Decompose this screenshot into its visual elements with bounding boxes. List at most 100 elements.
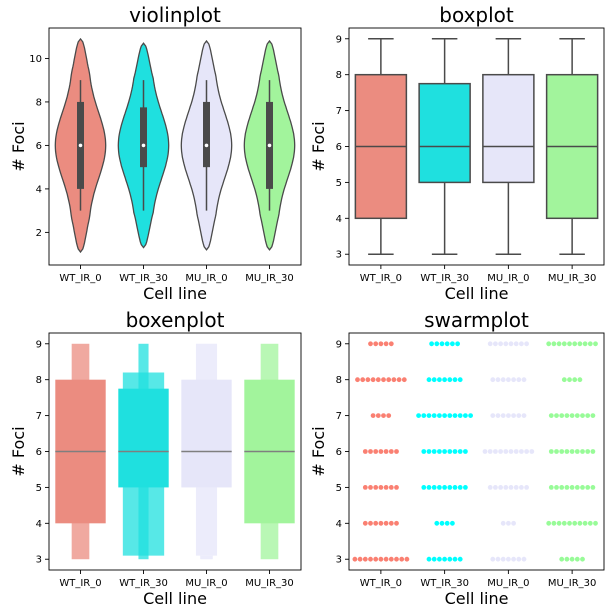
swarm-point-MU_IR_30 [585,485,591,490]
swarm-point-MU_IR_0 [511,413,516,418]
swarm-point-MU_IR_0 [506,520,511,526]
swarm-point-MU_IR_30 [548,413,554,418]
x-tick-label: MU_IR_30 [548,273,597,284]
x-tick-label: WT_IR_30 [119,273,168,284]
swarm-point-MU_IR_0 [487,449,493,454]
swarm-point-MU_IR_30 [551,341,557,347]
swarm-point-MU_IR_0 [524,449,529,454]
y-tick-label: 8 [336,375,342,386]
swarm-point-MU_IR_30 [564,556,570,562]
swarm-point-WT_IR_0 [383,449,389,454]
swarm-point-WT_IR_30 [431,377,437,383]
y-axis-label: # Foci [309,121,328,171]
boxen-box-WT_IR_30 [118,388,169,488]
x-tick-label: WT_IR_0 [59,273,101,284]
swarm-point-MU_IR_0 [500,377,506,383]
swarm-point-MU_IR_0 [503,341,509,347]
swarm-point-MU_IR_0 [513,449,519,454]
swarm-point-WT_IR_30 [447,485,453,490]
y-tick-label: 4 [36,519,42,530]
swarm-point-MU_IR_0 [508,341,514,347]
swarm-point-WT_IR_30 [429,341,434,347]
swarm-point-WT_IR_0 [378,449,384,454]
swarm-point-WT_IR_30 [437,413,442,418]
swarm-point-MU_IR_0 [506,377,511,383]
swarm-point-WT_IR_30 [421,413,427,418]
swarm-point-MU_IR_0 [508,449,514,454]
swarm-point-WT_IR_30 [452,556,458,562]
swarm-point-WT_IR_0 [373,341,379,347]
swarm-point-MU_IR_0 [511,556,516,562]
swarm-point-MU_IR_30 [561,520,567,526]
swarm-point-WT_IR_30 [457,485,463,490]
swarm-point-WT_IR_30 [457,413,463,418]
boxen-panel: 3 4 5 6 7 8 9 WT_IR_0 WT_IR_30 MU_IR_0 MU_IR_30 box… [9,308,302,608]
swarm-point-WT_IR_0 [386,413,392,418]
swarm-point-WT_IR_0 [394,449,399,454]
swarm-point-MU_IR_30 [567,341,572,347]
y-tick-label: 5 [336,483,342,494]
swarm-point-MU_IR_30 [574,556,580,562]
x-axis-label: Cell line [143,284,207,303]
swarm-point-WT_IR_30 [452,413,458,418]
chart-title: boxplot [439,3,514,27]
swarm-point-MU_IR_30 [559,413,565,418]
y-tick-label: 3 [336,250,342,261]
swarm-point-WT_IR_0 [388,341,394,347]
swarm-point-MU_IR_30 [551,520,557,526]
swarm-point-MU_IR_30 [590,449,596,454]
swarm-point-WT_IR_30 [452,377,458,383]
swarm-point-MU_IR_0 [529,449,535,454]
swarm-point-WT_IR_0 [381,377,386,383]
swarm-point-MU_IR_30 [580,556,585,562]
x-tick-label: WT_IR_0 [59,578,101,589]
swarm-point-WT_IR_0 [383,520,389,526]
swarm-point-WT_IR_0 [378,520,384,526]
y-tick-label: 8 [336,70,342,81]
swarm-point-WT_IR_30 [431,485,437,490]
swarm-point-MU_IR_0 [521,413,527,418]
x-tick-label: MU_IR_0 [487,578,529,589]
swarm-point-MU_IR_0 [506,556,511,562]
swarm-point-MU_IR_30 [582,341,588,347]
x-tick-label: WT_IR_0 [360,578,402,589]
x-tick-label: MU_IR_0 [487,273,529,284]
swarm-point-MU_IR_0 [516,556,522,562]
swarm-point-WT_IR_30 [442,377,447,383]
swarm-point-MU_IR_30 [572,377,578,383]
swarm-point-MU_IR_0 [519,341,524,347]
swarm-point-MU_IR_0 [495,377,501,383]
swarm-point-WT_IR_0 [362,556,368,562]
swarm-point-WT_IR_30 [434,341,440,347]
swarm-point-MU_IR_30 [548,449,554,454]
swarm-point-MU_IR_0 [487,485,493,490]
swarm-point-MU_IR_0 [500,413,506,418]
swarm-point-MU_IR_0 [482,449,488,454]
swarm-point-WT_IR_0 [368,449,373,454]
swarm-point-WT_IR_0 [352,556,358,562]
swarm-point-WT_IR_30 [421,485,427,490]
swarm-point-WT_IR_30 [457,556,463,562]
swarm-point-MU_IR_30 [580,449,585,454]
swarm-point-WT_IR_30 [437,556,442,562]
swarm-point-WT_IR_30 [463,485,468,490]
swarm-point-MU_IR_30 [569,485,575,490]
swarm-point-WT_IR_30 [437,449,442,454]
swarm-point-WT_IR_30 [457,377,463,383]
swarm-point-MU_IR_30 [574,449,580,454]
median-dot-WT_IR_30 [141,143,146,148]
swarm-point-MU_IR_0 [519,485,524,490]
swarm-point-WT_IR_30 [421,449,427,454]
y-tick-label: 9 [36,339,42,350]
swarm-point-MU_IR_30 [561,341,567,347]
swarm-point-WT_IR_0 [373,485,379,490]
box-WT_IR_30 [418,82,471,184]
swarm-point-WT_IR_30 [437,377,442,383]
swarm-point-WT_IR_30 [439,520,445,526]
swarm-point-WT_IR_30 [431,413,437,418]
y-axis-label: # Foci [9,426,28,476]
swarm-point-MU_IR_0 [519,449,524,454]
swarm-point-WT_IR_0 [362,520,368,526]
x-axis-label: Cell line [143,589,207,608]
swarm-point-WT_IR_0 [368,341,373,347]
